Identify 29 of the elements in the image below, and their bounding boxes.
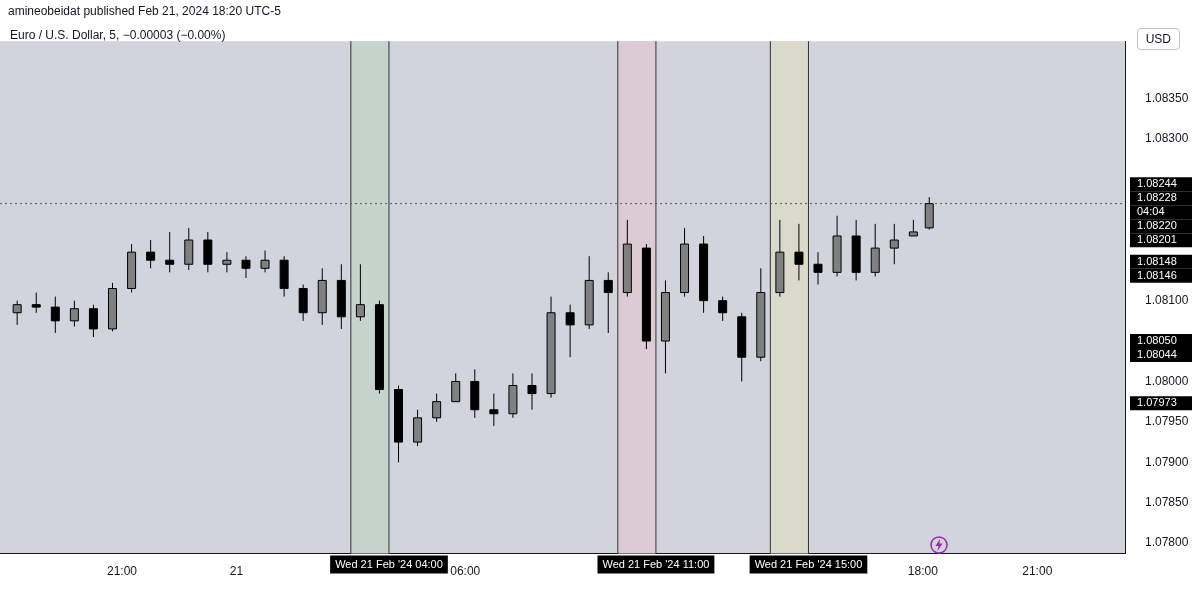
x-tick-label: 21 [229,564,244,579]
ref-line-label: 1.08220 [1137,219,1177,232]
text: 1.07973 [1137,396,1177,409]
y-tick-label: 1.07900 [1145,454,1189,469]
band-label: Wed 21 Feb '24 04:00 [335,557,443,570]
y-tick-label: 1.07850 [1145,495,1189,509]
band-label: Wed 21 Feb '24 15:00 [754,557,863,570]
text: 1.08146 [1137,268,1177,281]
text: 1.08050 [1137,334,1177,347]
x-tick-label: 21:00 [107,564,138,579]
y-tick-label: 1.07950 [1145,414,1189,429]
y-tick-label: 1.08300 [1145,131,1189,146]
y-tick-label: 1.07800 [1145,535,1189,550]
text: 1.08244 [1137,177,1177,190]
chart-subtitle: amineobeidat published Feb 21, 2024 18:20 UTC-5 [7,3,282,20]
y-tick-label: 1.08000 [1145,373,1189,388]
text: 1.08201 [1137,233,1177,246]
text: 1.08044 [1137,348,1177,361]
text: 1.08148 [1137,254,1177,267]
chart-title: Euro / U.S. Dollar, 5, −0.00003 (−0.00%) [10,28,226,42]
x-tick-label: 18:00 [907,564,939,579]
y-tick-label: 1.08100 [1145,292,1189,307]
x-tick-label: 21:00 [1022,564,1053,579]
y-tick-label: 1.08350 [1145,90,1189,105]
band-label: Wed 21 Feb '24 11:00 [602,557,710,570]
x-tick-label: 06:00 [450,564,481,579]
y-axis-title: USD [1136,28,1180,50]
text: 04:04 [1137,205,1165,218]
text: 1.08228 [1137,191,1177,204]
